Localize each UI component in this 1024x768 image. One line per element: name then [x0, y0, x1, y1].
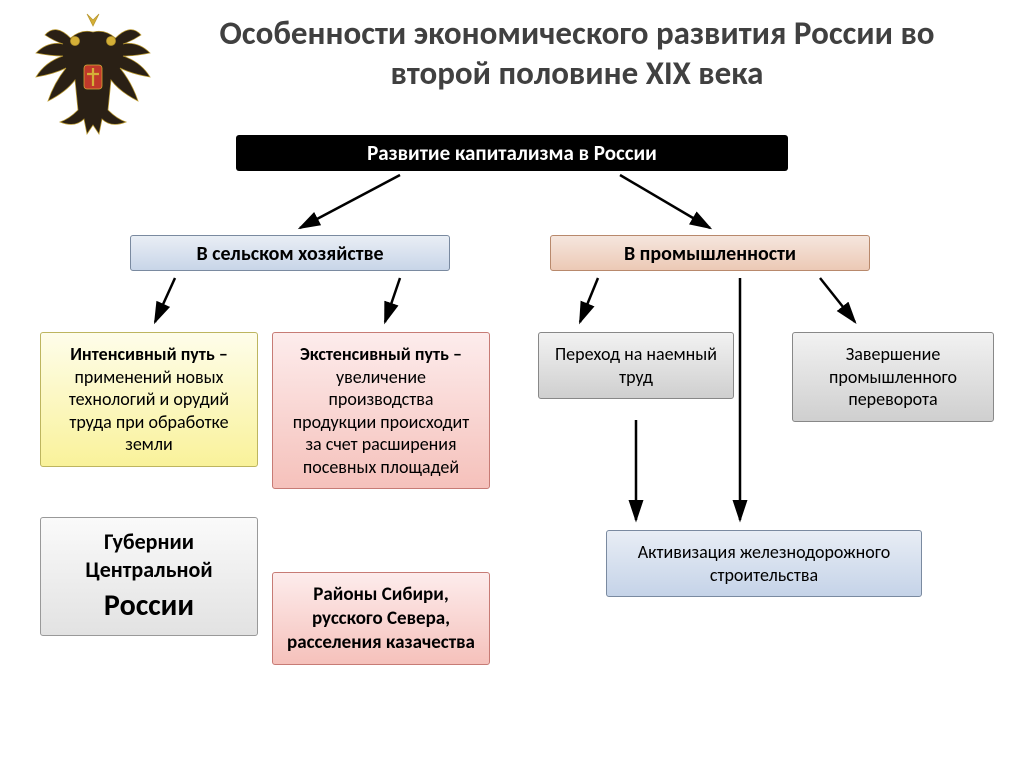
node-root: Развитие капитализма в России: [236, 135, 788, 171]
extensive-text: увеличение производства продукции происх…: [293, 366, 469, 478]
intensive-text: применений новых технологий и орудий тру…: [69, 366, 229, 456]
node-industry: В промышленности: [550, 235, 870, 271]
node-agriculture: В сельском хозяйстве: [130, 235, 450, 271]
node-rayony: Районы Сибири, русского Севера, расселен…: [272, 572, 490, 665]
node-intensive: Интенсивный путь – применений новых техн…: [40, 332, 258, 467]
gubernii-l1: Губернии: [104, 528, 194, 555]
extensive-label: Экстенсивный путь –: [300, 343, 462, 365]
emblem-image: [18, 8, 168, 158]
gubernii-l2: Центральной: [85, 556, 212, 583]
node-gubernii: Губернии Центральной России: [40, 517, 258, 636]
node-activ: Активизация железнодорожного строительст…: [606, 530, 922, 597]
node-extensive: Экстенсивный путь –увеличение производст…: [272, 332, 490, 489]
intensive-label: Интенсивный путь –: [70, 343, 228, 365]
node-zaversh: Завершение промышленного переворота: [792, 332, 994, 422]
gubernii-l3: России: [53, 587, 245, 625]
node-nayom: Переход на наемный труд: [538, 332, 734, 399]
